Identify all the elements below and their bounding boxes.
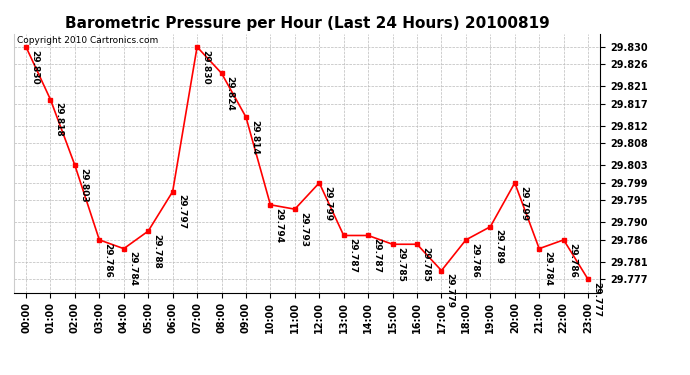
Text: 29.799: 29.799 — [324, 186, 333, 221]
Text: 29.814: 29.814 — [250, 120, 259, 155]
Text: 29.784: 29.784 — [128, 251, 137, 286]
Text: 29.785: 29.785 — [397, 247, 406, 282]
Text: 29.779: 29.779 — [446, 273, 455, 309]
Text: 29.794: 29.794 — [275, 208, 284, 243]
Text: 29.788: 29.788 — [152, 234, 161, 269]
Text: 29.786: 29.786 — [104, 243, 112, 278]
Title: Barometric Pressure per Hour (Last 24 Hours) 20100819: Barometric Pressure per Hour (Last 24 Ho… — [65, 16, 549, 31]
Text: 29.799: 29.799 — [519, 186, 528, 221]
Text: 29.793: 29.793 — [299, 212, 308, 247]
Text: 29.786: 29.786 — [470, 243, 479, 278]
Text: 29.787: 29.787 — [348, 238, 357, 273]
Text: 29.787: 29.787 — [373, 238, 382, 273]
Text: Copyright 2010 Cartronics.com: Copyright 2010 Cartronics.com — [17, 36, 158, 45]
Text: 29.786: 29.786 — [568, 243, 577, 278]
Text: 29.824: 29.824 — [226, 76, 235, 111]
Text: 29.830: 29.830 — [30, 50, 39, 84]
Text: 29.777: 29.777 — [592, 282, 601, 317]
Text: 29.784: 29.784 — [543, 251, 553, 286]
Text: 29.818: 29.818 — [55, 102, 63, 137]
Text: 29.789: 29.789 — [495, 230, 504, 264]
Text: 29.803: 29.803 — [79, 168, 88, 203]
Text: 29.785: 29.785 — [421, 247, 430, 282]
Text: 29.830: 29.830 — [201, 50, 210, 84]
Text: 29.797: 29.797 — [177, 194, 186, 230]
